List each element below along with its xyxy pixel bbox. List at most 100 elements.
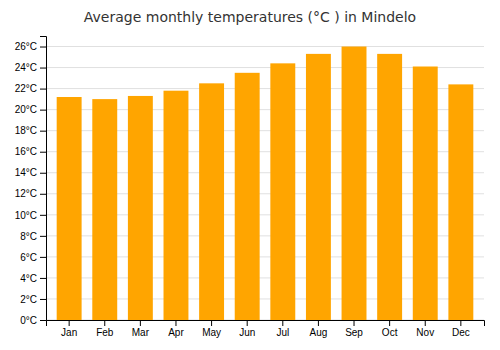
- x-tick: Dec: [452, 320, 470, 338]
- y-tick-mark: [40, 173, 46, 174]
- x-tick-mark: [460, 320, 461, 326]
- y-tick-label: 8°C: [20, 231, 37, 242]
- y-axis-line: [40, 37, 47, 321]
- y-tick-label: 4°C: [20, 273, 37, 284]
- x-tick-label: Feb: [96, 327, 114, 338]
- chart: 0°C 2°C 4°C 6°C 8°C 10°C 12°C 14°C 16°C 18°C 20°C 2…: [0, 0, 500, 350]
- x-tick-mark: [211, 320, 212, 326]
- y-tick-mark: [40, 236, 46, 237]
- y-tick: 20°C: [15, 104, 46, 115]
- y-tick-label: 20°C: [15, 104, 37, 115]
- y-tick: 18°C: [15, 125, 46, 136]
- y-tick-mark: [40, 89, 46, 90]
- x-tick: Apr: [168, 320, 184, 338]
- x-tick-label: Apr: [168, 327, 184, 338]
- y-tick-label: 24°C: [15, 62, 37, 73]
- y-tick-mark: [40, 131, 46, 132]
- y-tick: 8°C: [20, 231, 46, 242]
- x-tick-label: Mar: [132, 327, 150, 338]
- y-tick-mark: [40, 47, 46, 48]
- x-tick-mark: [175, 320, 176, 326]
- x-tick: Mar: [132, 320, 150, 338]
- y-tick-label: 18°C: [15, 125, 37, 136]
- y-axis: 0°C 2°C 4°C 6°C 8°C 10°C 12°C 14°C 16°C 18°C 20°C 2…: [15, 37, 47, 326]
- y-tick: 2°C: [20, 294, 46, 305]
- x-tick: Jul: [276, 320, 289, 338]
- bar: [164, 91, 189, 320]
- y-tick-label: 16°C: [15, 146, 37, 157]
- x-tick-mark: [69, 320, 70, 326]
- bars: [57, 47, 474, 320]
- x-tick: Sep: [345, 320, 363, 338]
- y-tick-mark: [40, 110, 46, 111]
- y-tick: 24°C: [15, 62, 46, 73]
- y-tick: 10°C: [15, 210, 46, 221]
- x-tick-label: Nov: [416, 327, 434, 338]
- x-tick-label: Dec: [452, 327, 470, 338]
- y-tick-label: 10°C: [15, 210, 37, 221]
- x-tick-mark: [354, 320, 355, 326]
- x-tick-mark: [104, 320, 105, 326]
- y-tick-mark: [40, 215, 46, 216]
- x-tick: Jun: [239, 320, 255, 338]
- y-tick: 22°C: [15, 83, 46, 94]
- x-tick-mark: [140, 320, 141, 326]
- y-tick-label: 12°C: [15, 188, 37, 199]
- y-tick-mark: [40, 257, 46, 258]
- x-tick: Feb: [96, 320, 114, 338]
- bar: [306, 54, 331, 320]
- bar: [235, 73, 260, 320]
- y-tick-label: 26°C: [15, 41, 37, 52]
- x-tick: Oct: [382, 320, 398, 338]
- y-tick-label: 14°C: [15, 167, 37, 178]
- y-tick-label: 6°C: [20, 252, 37, 263]
- y-tick: 0°C: [20, 315, 46, 326]
- x-tick: Aug: [310, 320, 328, 338]
- y-tick: 26°C: [15, 41, 46, 52]
- title: Average monthly temperatures (°C ) in Mi…: [84, 9, 416, 25]
- bar: [270, 63, 295, 320]
- x-tick-mark: [425, 320, 426, 326]
- y-tick-mark: [40, 194, 46, 195]
- bar: [199, 83, 224, 320]
- y-tick: 6°C: [20, 252, 46, 263]
- x-axis: Jan Feb Mar Apr May Jun Jul Aug Sep Oct Nov Dec: [47, 320, 485, 338]
- y-tick-label: 2°C: [20, 294, 37, 305]
- y-tick: 14°C: [15, 167, 46, 178]
- x-tick-label: Jul: [276, 327, 289, 338]
- x-tick: May: [202, 320, 221, 338]
- x-tick: Nov: [416, 320, 434, 338]
- y-tick-mark: [40, 152, 46, 153]
- y-tick-mark: [40, 299, 46, 300]
- bar: [92, 99, 117, 320]
- y-tick-mark: [40, 68, 46, 69]
- x-tick-label: May: [202, 327, 221, 338]
- y-tick-label: 22°C: [15, 83, 37, 94]
- y-tick: 4°C: [20, 273, 46, 284]
- bar: [57, 97, 82, 320]
- y-tick-mark: [40, 320, 46, 321]
- bar: [377, 54, 402, 320]
- bar: [342, 47, 367, 320]
- grid-line: [46, 46, 484, 47]
- y-tick: 16°C: [15, 146, 46, 157]
- x-tick-label: Oct: [382, 327, 398, 338]
- x-tick-label: Jan: [61, 327, 77, 338]
- x-tick: Jan: [61, 320, 77, 338]
- x-tick-label: Aug: [310, 327, 328, 338]
- x-tick-mark: [389, 320, 390, 326]
- y-tick-label: 0°C: [20, 315, 37, 326]
- bar: [413, 67, 438, 320]
- bar: [448, 84, 473, 320]
- x-tick-label: Jun: [239, 327, 255, 338]
- y-tick-mark: [40, 278, 46, 279]
- x-tick-mark: [247, 320, 248, 326]
- x-tick-mark: [318, 320, 319, 326]
- plot: 0°C 2°C 4°C 6°C 8°C 10°C 12°C 14°C 16°C 18°C 20°C 2…: [15, 37, 485, 339]
- x-axis-line: [47, 321, 485, 327]
- y-tick: 12°C: [15, 188, 46, 199]
- grid: [46, 47, 484, 320]
- x-tick-mark: [282, 320, 283, 326]
- x-tick-label: Sep: [345, 327, 363, 338]
- bar: [128, 96, 153, 320]
